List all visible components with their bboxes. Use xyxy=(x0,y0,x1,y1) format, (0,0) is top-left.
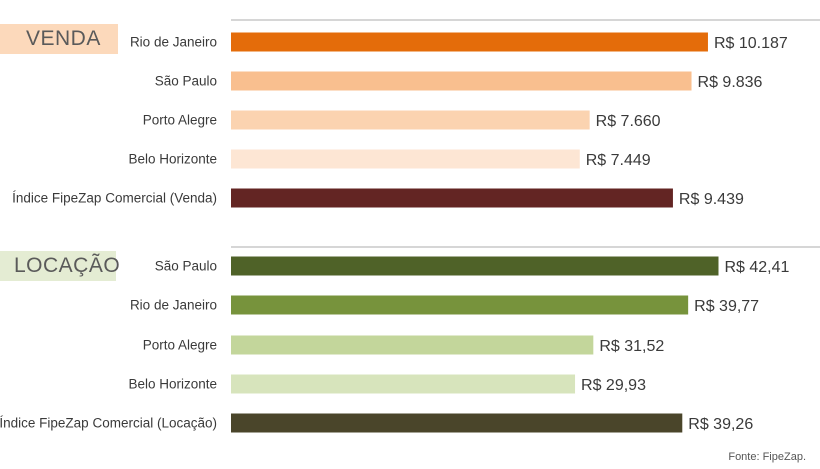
category-label-locacao-4: Índice FipeZap Comercial (Locação) xyxy=(0,416,217,431)
value-label-venda-1: R$ 9.836 xyxy=(698,74,763,91)
category-label-venda-1: São Paulo xyxy=(155,74,217,89)
category-label-venda-0: Rio de Janeiro xyxy=(130,35,217,50)
bar-locacao-2 xyxy=(231,335,594,355)
bar-venda-3 xyxy=(231,149,580,169)
bar-venda-1 xyxy=(231,71,692,91)
value-label-locacao-1: R$ 39,77 xyxy=(694,298,759,315)
value-label-venda-0: R$ 10.187 xyxy=(714,35,788,52)
value-label-locacao-2: R$ 31,52 xyxy=(599,338,664,355)
category-label-venda-3: Belo Horizonte xyxy=(128,152,217,167)
value-label-locacao-4: R$ 39,26 xyxy=(688,416,753,433)
value-label-venda-2: R$ 7.660 xyxy=(596,113,661,130)
bar-locacao-1 xyxy=(231,295,689,315)
bar-venda-4 xyxy=(231,188,673,208)
bar-locacao-3 xyxy=(231,374,576,394)
value-label-venda-3: R$ 7.449 xyxy=(586,152,651,169)
value-label-venda-4: R$ 9.439 xyxy=(679,191,744,208)
bar-locacao-4 xyxy=(231,413,683,433)
panel-title-venda: VENDA xyxy=(0,24,118,54)
category-label-venda-2: Porto Alegre xyxy=(143,113,217,128)
value-label-locacao-0: R$ 42,41 xyxy=(724,259,789,276)
value-label-locacao-3: R$ 29,93 xyxy=(581,377,646,394)
category-label-locacao-1: Rio de Janeiro xyxy=(130,298,217,313)
bar-locacao-0 xyxy=(231,256,719,276)
bar-venda-0 xyxy=(231,32,708,52)
bar-venda-2 xyxy=(231,110,590,130)
category-label-locacao-2: Porto Alegre xyxy=(143,338,217,353)
panel-title-locacao: LOCAÇÃO xyxy=(0,251,120,281)
source-note: Fonte: FipeZap. xyxy=(728,451,806,463)
category-label-venda-4: Índice FipeZap Comercial (Venda) xyxy=(12,191,217,206)
category-label-locacao-0: São Paulo xyxy=(155,259,217,274)
category-label-locacao-3: Belo Horizonte xyxy=(128,377,217,392)
